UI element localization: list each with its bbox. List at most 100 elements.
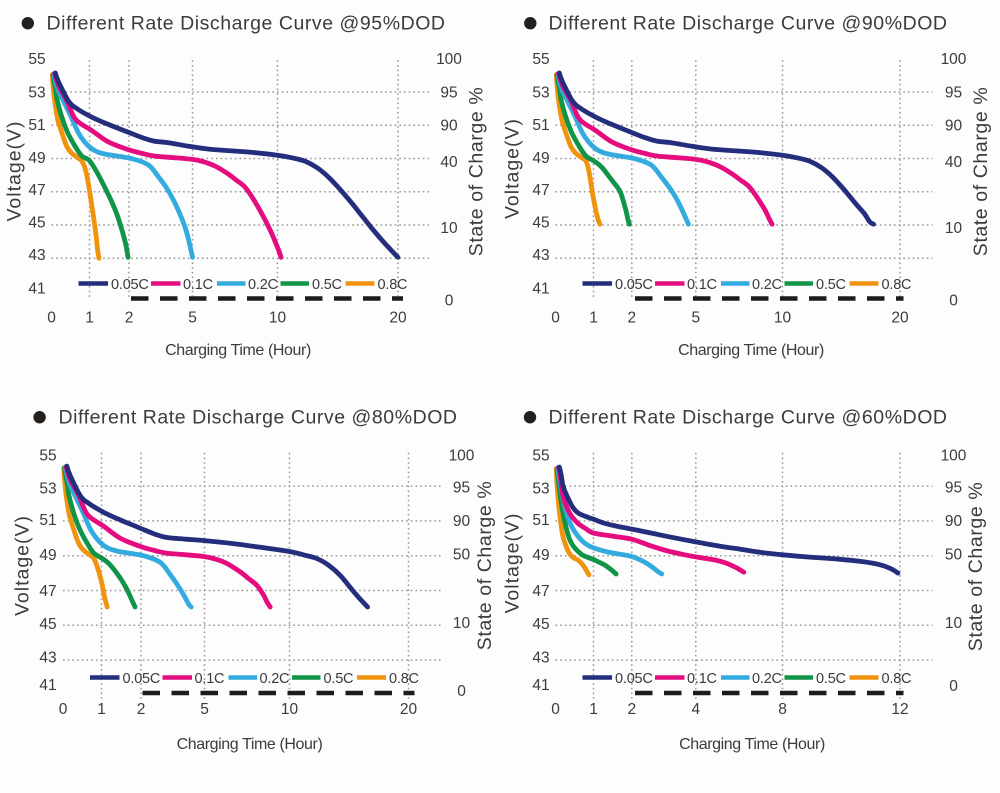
svg-text:90: 90 xyxy=(453,513,471,530)
svg-text:95: 95 xyxy=(945,479,962,496)
svg-text:40: 40 xyxy=(440,154,458,171)
svg-text:0.1C: 0.1C xyxy=(687,671,717,687)
svg-text:43: 43 xyxy=(532,649,549,666)
svg-text:0.05C: 0.05C xyxy=(615,277,653,293)
svg-text:0.2C: 0.2C xyxy=(752,277,782,293)
svg-text:1: 1 xyxy=(97,701,106,718)
svg-text:0.5C: 0.5C xyxy=(816,277,846,293)
svg-text:State of Charge %: State of Charge % xyxy=(970,87,992,257)
svg-text:100: 100 xyxy=(941,51,967,68)
svg-text:Voltage(V): Voltage(V) xyxy=(12,515,34,616)
svg-text:100: 100 xyxy=(436,51,462,68)
svg-text:0.1C: 0.1C xyxy=(183,277,213,293)
svg-text:41: 41 xyxy=(39,677,56,694)
svg-text:53: 53 xyxy=(39,480,56,497)
svg-text:45: 45 xyxy=(532,215,549,232)
svg-text:45: 45 xyxy=(28,215,45,232)
svg-text:43: 43 xyxy=(28,247,45,264)
svg-text:51: 51 xyxy=(532,512,549,529)
svg-text:47: 47 xyxy=(532,182,549,199)
svg-text:10: 10 xyxy=(269,310,287,327)
svg-text:55: 55 xyxy=(532,51,549,68)
svg-text:95: 95 xyxy=(945,84,962,101)
svg-text:0.05C: 0.05C xyxy=(123,671,161,687)
svg-text:0: 0 xyxy=(445,292,454,309)
svg-text:53: 53 xyxy=(532,480,549,497)
svg-text:53: 53 xyxy=(532,84,549,101)
svg-text:2: 2 xyxy=(125,310,134,327)
svg-text:47: 47 xyxy=(39,583,56,600)
svg-text:State of Charge %: State of Charge % xyxy=(965,482,987,652)
svg-text:0: 0 xyxy=(551,310,560,327)
svg-text:47: 47 xyxy=(28,182,45,199)
svg-text:0: 0 xyxy=(551,701,560,718)
svg-text:Charging Time (Hour): Charging Time (Hour) xyxy=(678,342,824,359)
svg-text:10: 10 xyxy=(945,220,963,237)
svg-text:0: 0 xyxy=(949,292,958,309)
svg-text:0: 0 xyxy=(47,310,56,327)
svg-text:55: 55 xyxy=(39,448,56,465)
svg-text:Different Rate Discharge Curve: Different Rate Discharge Curve @80%DOD xyxy=(59,407,458,429)
svg-text:49: 49 xyxy=(532,150,549,167)
svg-text:5: 5 xyxy=(200,701,209,718)
svg-text:45: 45 xyxy=(39,616,56,633)
svg-text:43: 43 xyxy=(39,649,56,666)
svg-text:2: 2 xyxy=(137,701,146,718)
svg-text:4: 4 xyxy=(691,701,700,718)
svg-text:0.2C: 0.2C xyxy=(248,277,278,293)
svg-text:51: 51 xyxy=(532,117,549,134)
svg-text:10: 10 xyxy=(945,615,963,632)
svg-text:5: 5 xyxy=(188,310,197,327)
svg-text:45: 45 xyxy=(532,616,549,633)
svg-text:47: 47 xyxy=(532,583,549,600)
svg-text:0.2C: 0.2C xyxy=(260,671,290,687)
svg-text:Charging Time (Hour): Charging Time (Hour) xyxy=(177,736,323,753)
svg-text:0.5C: 0.5C xyxy=(816,671,846,687)
svg-text:0.05C: 0.05C xyxy=(615,671,653,687)
svg-text:55: 55 xyxy=(532,448,549,465)
svg-text:41: 41 xyxy=(28,280,45,297)
svg-text:10: 10 xyxy=(453,615,471,632)
svg-text:90: 90 xyxy=(945,118,963,135)
svg-text:0.8C: 0.8C xyxy=(882,671,912,687)
svg-text:Different Rate Discharge Curve: Different Rate Discharge Curve @90%DOD xyxy=(549,13,948,35)
svg-text:Voltage(V): Voltage(V) xyxy=(3,120,25,221)
svg-text:41: 41 xyxy=(532,280,549,297)
svg-text:49: 49 xyxy=(532,547,549,564)
svg-text:49: 49 xyxy=(28,150,45,167)
svg-text:8: 8 xyxy=(778,701,787,718)
svg-text:0: 0 xyxy=(59,701,68,718)
svg-text:State of Charge %: State of Charge % xyxy=(474,481,496,651)
svg-text:10: 10 xyxy=(440,220,458,237)
svg-text:Different Rate Discharge Curve: Different Rate Discharge Curve @60%DOD xyxy=(549,407,948,429)
svg-text:Different Rate Discharge Curve: Different Rate Discharge Curve @95%DOD xyxy=(47,13,446,35)
svg-text:50: 50 xyxy=(453,547,471,564)
svg-text:10: 10 xyxy=(774,310,792,327)
svg-text:20: 20 xyxy=(891,310,909,327)
svg-text:95: 95 xyxy=(453,479,470,496)
svg-text:40: 40 xyxy=(945,154,963,171)
svg-text:Charging Time (Hour): Charging Time (Hour) xyxy=(165,342,311,359)
svg-text:0.05C: 0.05C xyxy=(111,277,149,293)
svg-text:50: 50 xyxy=(945,547,963,564)
svg-text:1: 1 xyxy=(589,701,598,718)
svg-text:100: 100 xyxy=(941,448,967,465)
svg-text:Voltage(V): Voltage(V) xyxy=(502,118,524,219)
svg-text:51: 51 xyxy=(28,117,45,134)
svg-text:20: 20 xyxy=(389,310,407,327)
svg-text:2: 2 xyxy=(627,701,636,718)
svg-text:1: 1 xyxy=(85,310,94,327)
svg-text:10: 10 xyxy=(281,701,299,718)
svg-text:State of Charge %: State of Charge % xyxy=(466,87,488,257)
svg-text:41: 41 xyxy=(532,677,549,694)
svg-text:55: 55 xyxy=(28,51,45,68)
svg-text:0.8C: 0.8C xyxy=(882,277,912,293)
svg-text:0.8C: 0.8C xyxy=(378,277,408,293)
svg-text:0: 0 xyxy=(949,678,958,695)
svg-text:12: 12 xyxy=(891,701,908,718)
svg-text:Voltage(V): Voltage(V) xyxy=(502,512,524,613)
svg-text:51: 51 xyxy=(39,512,56,529)
svg-text:0.2C: 0.2C xyxy=(752,671,782,687)
svg-text:Charging Time (Hour): Charging Time (Hour) xyxy=(679,736,825,753)
svg-text:53: 53 xyxy=(28,84,45,101)
